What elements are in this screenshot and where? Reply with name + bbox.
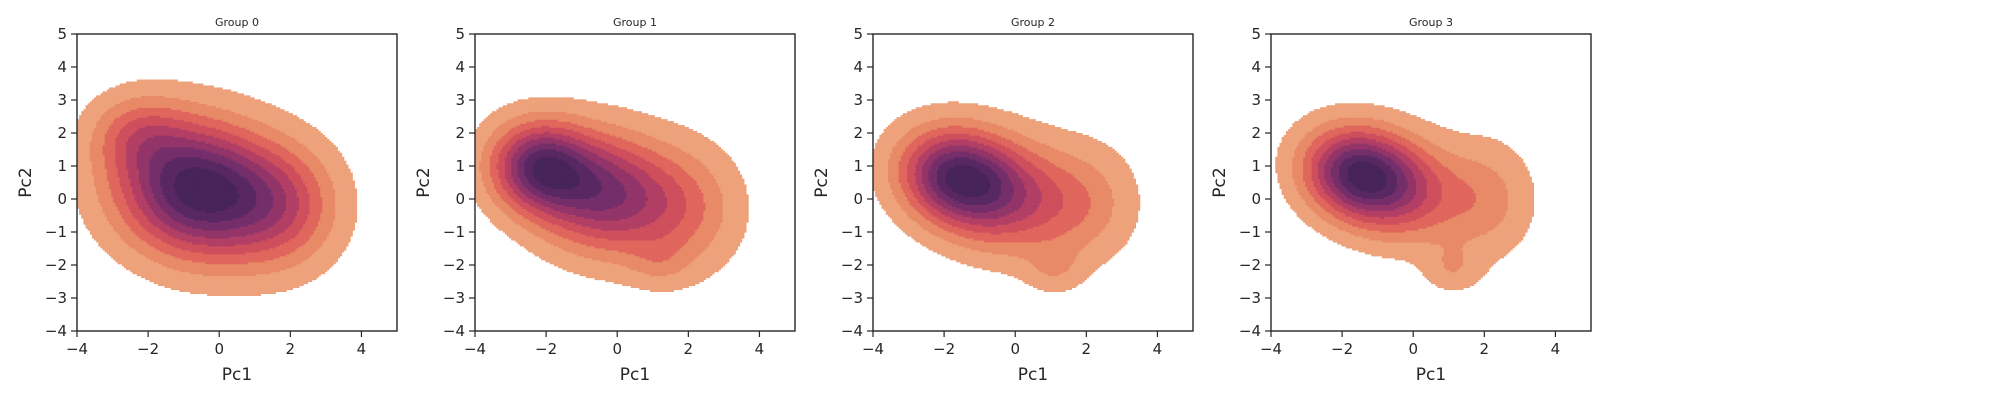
kde-density-field	[77, 80, 357, 296]
chart-panel-0: Group 0−4 −2 0 2 4−4−3−2−1012345Pc1Pc2	[16, 16, 397, 385]
